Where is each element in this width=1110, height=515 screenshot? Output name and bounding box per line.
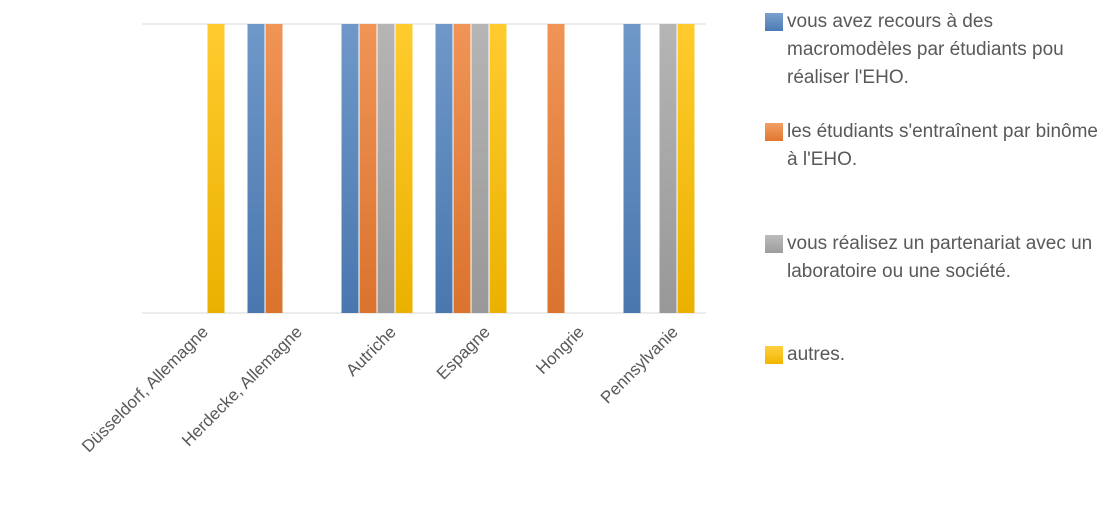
bars-group: [207, 24, 695, 313]
legend-swatch: [765, 13, 783, 31]
x-tick-label: Hongrie: [532, 322, 588, 378]
legend-item: vous réalisez un partenariat avec un lab…: [765, 230, 1105, 286]
bar: [395, 24, 413, 313]
bar: [453, 24, 471, 313]
bar: [207, 24, 225, 313]
legend-swatch: [765, 235, 783, 253]
bar: [659, 24, 677, 313]
bar: [359, 24, 377, 313]
bar: [623, 24, 641, 313]
bar: [247, 24, 265, 313]
legend-label: les étudiants s'entraînent par binôme à …: [787, 121, 1098, 170]
bar: [341, 24, 359, 313]
bar: [547, 24, 565, 313]
bar: [677, 24, 695, 313]
x-tick-label: Pennsylvanie: [597, 322, 682, 407]
bar: [435, 24, 453, 313]
bar: [489, 24, 507, 313]
legend-swatch: [765, 346, 783, 364]
legend-item: vous avez recours à des macromodèles par…: [765, 8, 1105, 92]
legend-label: vous avez recours à des macromodèles par…: [787, 11, 1064, 88]
legend-label: autres.: [787, 344, 846, 365]
bar: [265, 24, 283, 313]
legend-swatch: [765, 123, 783, 141]
bar: [377, 24, 395, 313]
legend-label: vous réalisez un partenariat avec un lab…: [787, 233, 1093, 282]
x-tick-label: Espagne: [433, 322, 494, 383]
x-tick-label: Autriche: [342, 322, 400, 380]
legend-item: les étudiants s'entraînent par binôme à …: [765, 118, 1105, 174]
legend-item: autres.: [765, 341, 1105, 369]
bar: [471, 24, 489, 313]
